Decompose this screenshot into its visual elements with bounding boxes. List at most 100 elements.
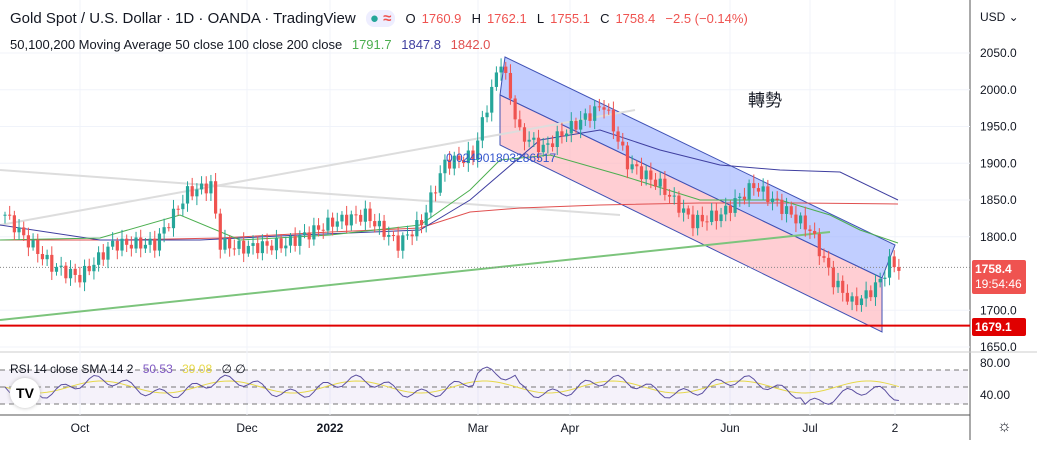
candle-body	[738, 196, 742, 199]
candle-body	[274, 238, 279, 251]
candle-body	[859, 298, 864, 306]
candle-body	[218, 213, 222, 250]
status-dot-icon: ● ≈	[365, 10, 396, 27]
candle-body	[242, 240, 246, 254]
candle-body	[808, 229, 812, 231]
candle-body	[803, 215, 807, 230]
candle-body	[813, 230, 817, 234]
candle-body	[265, 241, 269, 246]
candle-body	[724, 205, 728, 215]
candle-body	[26, 235, 30, 248]
candle-body	[396, 235, 400, 251]
candle-body	[54, 266, 59, 272]
rsi-band	[0, 370, 968, 404]
candle-body	[775, 198, 779, 200]
candle-body	[270, 245, 274, 251]
candle-body	[59, 265, 63, 267]
candle-body	[391, 235, 396, 237]
candle-body	[111, 240, 115, 247]
candle-body	[574, 120, 578, 130]
ma200-line	[0, 202, 899, 241]
candle-body	[892, 256, 896, 268]
candle-body	[167, 227, 171, 229]
candle-body	[298, 234, 302, 246]
candle-body	[471, 150, 475, 160]
candle-body	[316, 225, 321, 230]
candle-body	[228, 238, 232, 249]
candle-body	[82, 265, 87, 283]
candle-body	[597, 106, 601, 108]
candle-body	[700, 214, 704, 222]
x-tick-label: 2022	[317, 421, 344, 435]
candle-body	[462, 159, 466, 164]
rsi-tick: 80.00	[980, 356, 1011, 370]
candle-body	[195, 189, 199, 197]
candle-body	[302, 232, 307, 235]
candle-body	[68, 268, 73, 279]
candle-body	[518, 119, 522, 128]
trend-line	[0, 231, 831, 321]
candle-body	[120, 238, 124, 251]
candle-body	[504, 66, 508, 73]
rsi-line	[4, 366, 899, 405]
candle-body	[841, 280, 845, 293]
candle-body	[546, 143, 550, 145]
candle-body	[293, 236, 297, 246]
candle-body	[176, 208, 180, 210]
candle-body	[326, 217, 330, 231]
rsi-sma-line	[4, 380, 900, 394]
candle-body	[663, 178, 667, 195]
candle-body	[499, 66, 503, 73]
candle-body	[101, 252, 105, 260]
candle-body	[340, 214, 344, 222]
settings-gear-icon[interactable]: ☼	[997, 418, 1012, 435]
candle-body	[134, 237, 138, 249]
candle-body	[246, 245, 250, 254]
candle-body	[92, 264, 96, 272]
candle-body	[565, 133, 569, 137]
candle-body	[321, 229, 325, 231]
candle-body	[789, 206, 793, 215]
candle-body	[869, 290, 873, 298]
price-change: −2.5 (−0.14%)	[665, 11, 748, 26]
currency-selector[interactable]: USD ⌄	[980, 10, 1019, 24]
candle-body	[307, 232, 311, 240]
candle-body	[363, 208, 367, 222]
tradingview-logo-icon[interactable]: TV	[10, 378, 40, 408]
candle-body	[583, 113, 587, 120]
candle-body	[602, 107, 606, 110]
candle-body	[3, 214, 7, 216]
candle-body	[607, 109, 611, 111]
candle-body	[438, 173, 442, 193]
candle-body	[630, 164, 634, 170]
candle-body	[251, 243, 255, 246]
candle-body	[335, 221, 339, 227]
candle-body	[36, 240, 40, 254]
candle-body	[401, 235, 405, 251]
y-tick-label: 1650.0	[980, 340, 1017, 354]
candle-body	[22, 227, 26, 236]
candle-body	[415, 220, 419, 237]
candle-body	[260, 241, 264, 254]
candle-body	[73, 268, 77, 275]
candle-body	[672, 195, 676, 197]
candle-body	[616, 131, 620, 142]
candle-body	[433, 192, 438, 194]
candle-body	[752, 183, 756, 189]
candle-body	[223, 238, 227, 250]
candle-body	[214, 181, 218, 214]
candle-body	[799, 215, 803, 224]
candle-body	[125, 238, 129, 245]
candle-body	[115, 240, 119, 251]
candle-body	[331, 217, 335, 227]
x-tick-label: Dec	[236, 421, 257, 435]
candle-body	[97, 252, 101, 265]
candle-body	[410, 234, 414, 237]
candle-body	[87, 265, 91, 272]
y-tick-label: 1700.0	[980, 303, 1017, 317]
symbol-title: Gold Spot / U.S. Dollar · 1D · OANDA · T…	[10, 10, 356, 27]
candle-body	[621, 141, 625, 146]
trend-line	[0, 109, 636, 226]
ma-legend: 50,100,200 Moving Average 50 close 100 c…	[10, 37, 491, 52]
